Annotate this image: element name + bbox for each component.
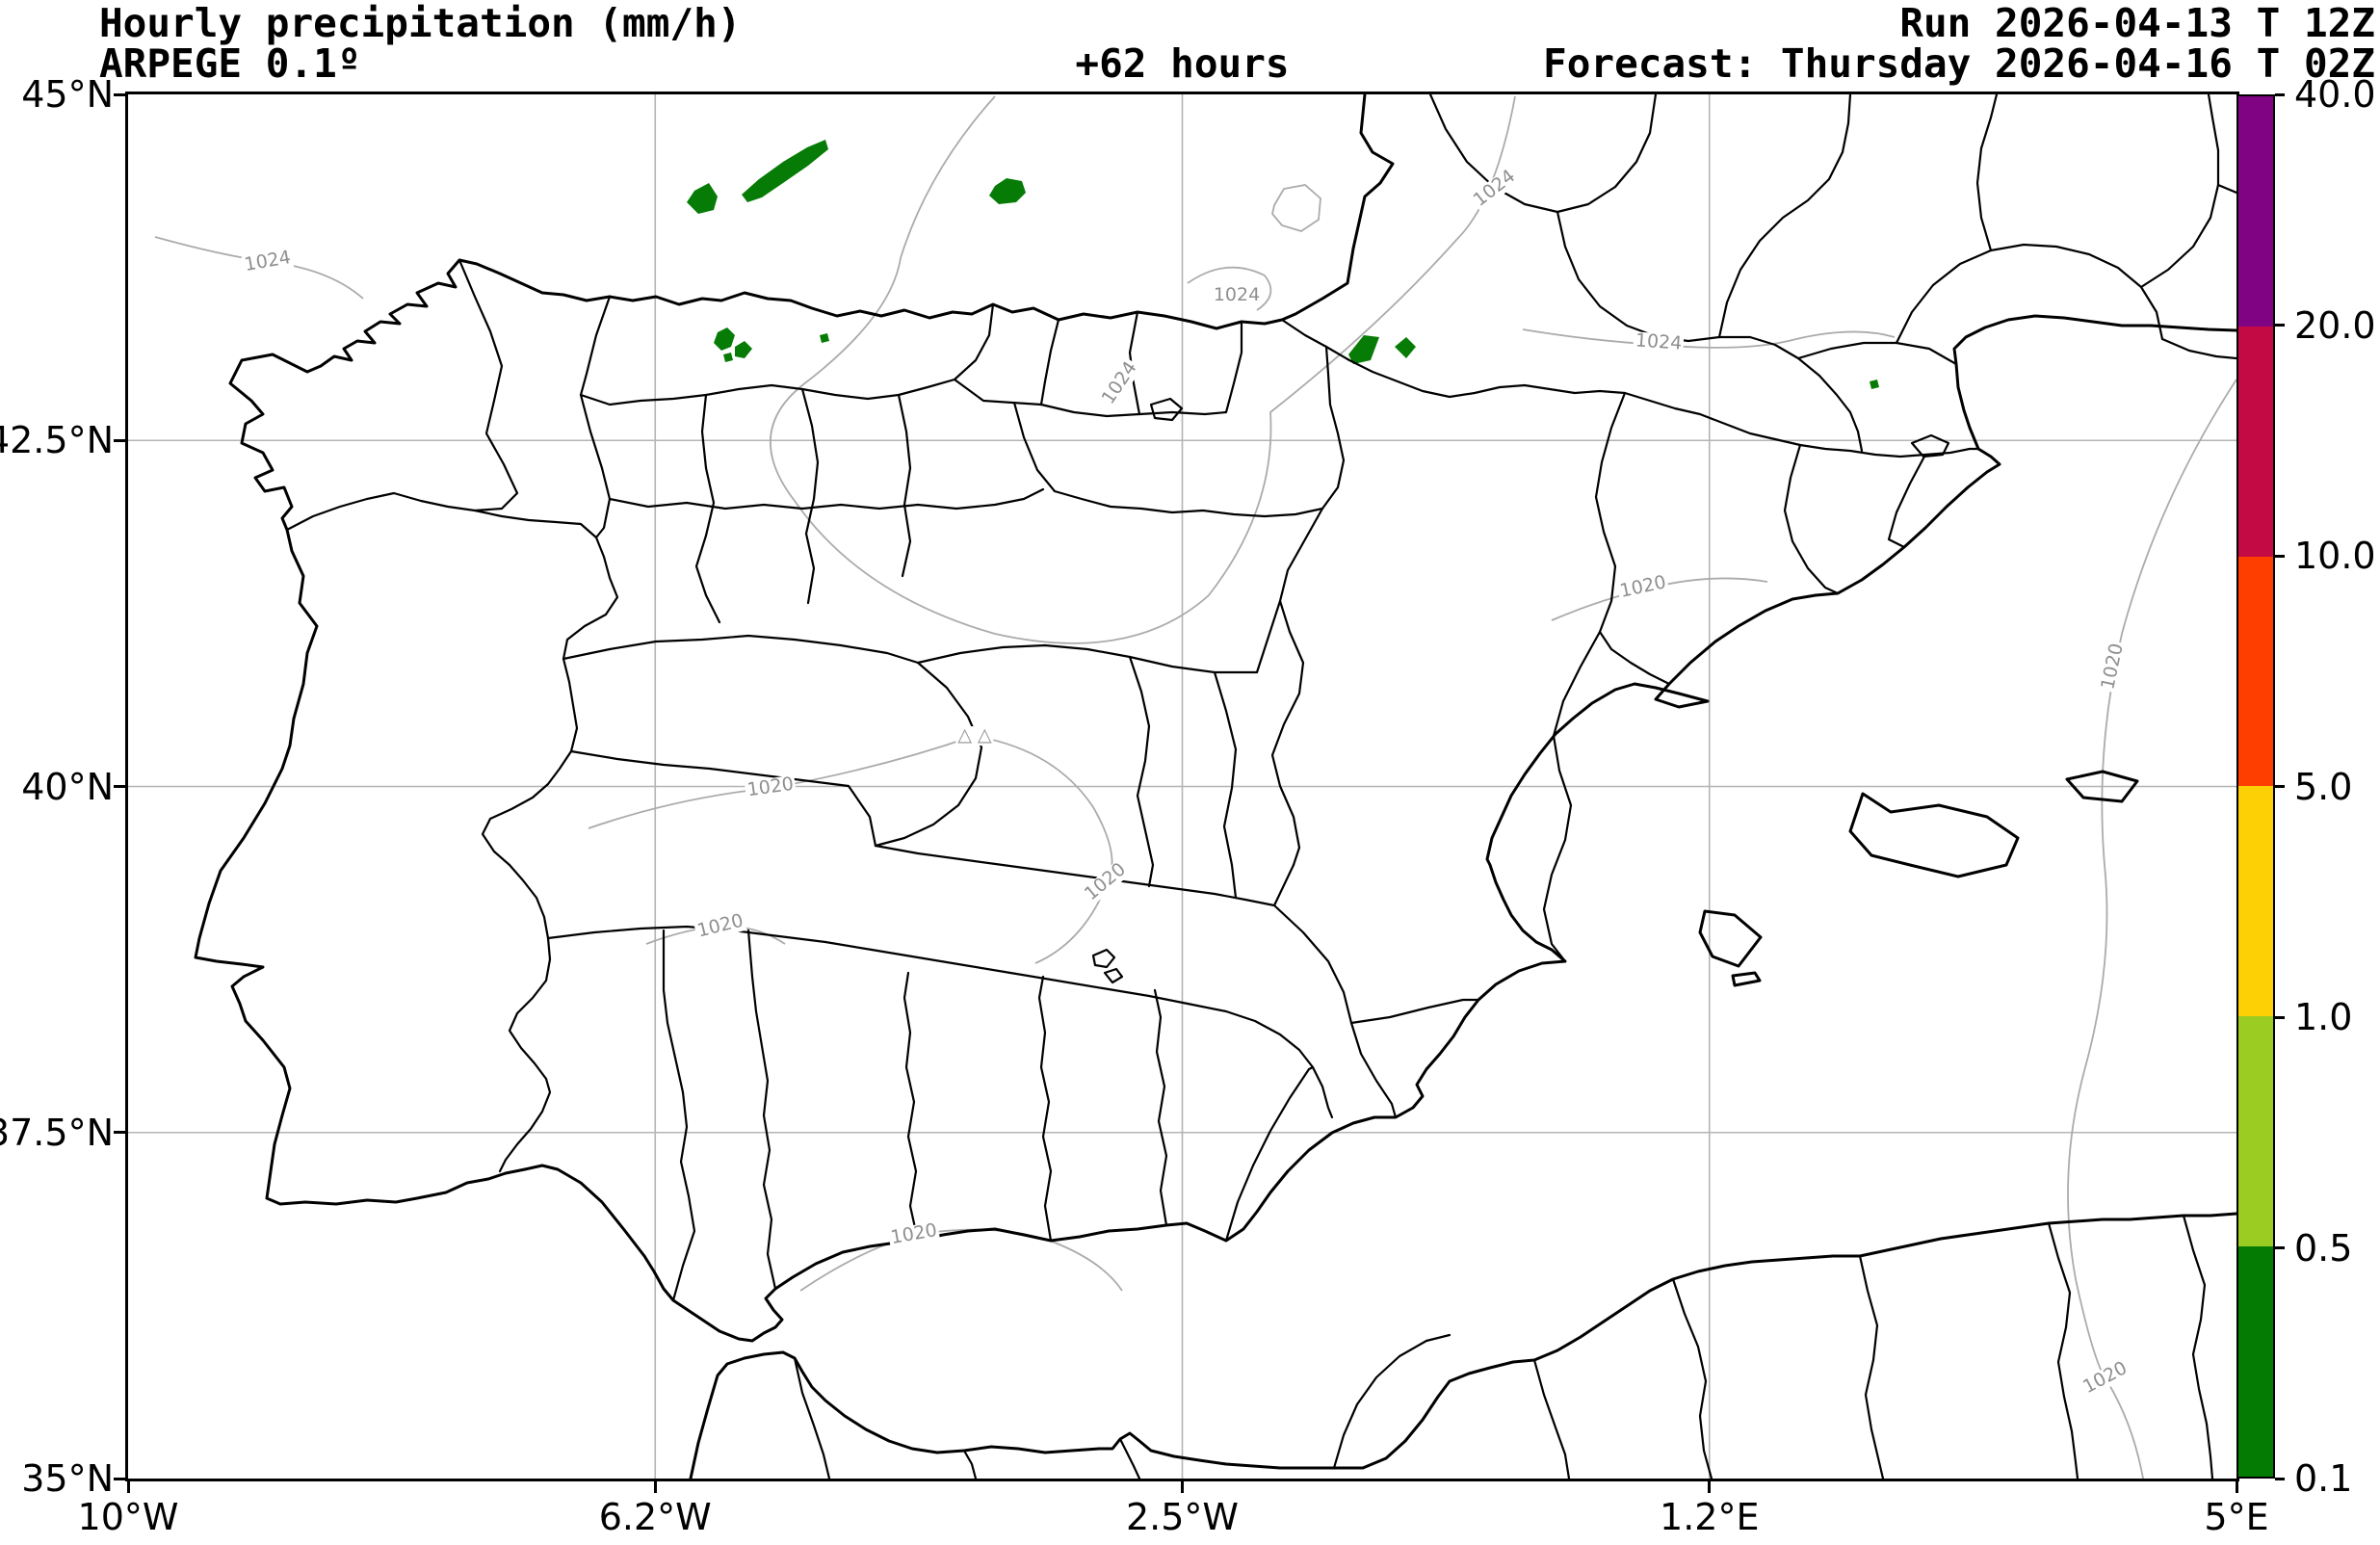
precipitation-patch: [714, 327, 735, 351]
y-axis-tick-label: 35°N: [21, 1457, 114, 1500]
colorbar-segment: [2238, 96, 2273, 327]
colorbar: [2236, 94, 2275, 1479]
precipitation-patch: [742, 140, 828, 202]
precipitation-patch: [1395, 337, 1416, 358]
x-axis-tick: [1181, 1481, 1184, 1493]
colorbar-segment: [2238, 556, 2273, 787]
colorbar-segment: [2238, 326, 2273, 557]
lead-time-label: +62 hours: [1075, 40, 1290, 87]
colorbar-segment: [2238, 1016, 2273, 1247]
isobar-contours: [154, 95, 2236, 1479]
colorbar-tick-label: 0.1: [2294, 1457, 2353, 1500]
colorbar-tick-label: 1.0: [2294, 996, 2353, 1038]
y-axis-tick: [114, 1477, 125, 1480]
precipitation-patch: [723, 353, 733, 362]
y-axis-tick: [114, 785, 125, 788]
colorbar-tick-label: 10.0: [2294, 535, 2376, 577]
x-axis-tick: [2235, 1481, 2238, 1493]
x-axis-tick: [126, 1481, 130, 1493]
colorbar-tick: [2275, 1246, 2285, 1249]
precipitation-patches: [687, 140, 1879, 389]
y-axis-tick-label: 37.5°N: [0, 1111, 114, 1154]
colorbar-tick: [2275, 92, 2285, 96]
isobar-label: 1024: [1211, 284, 1263, 306]
precipitation-patch: [1348, 335, 1379, 364]
coastlines: [194, 94, 2236, 1479]
colorbar-tick-label: 5.0: [2294, 765, 2353, 808]
y-axis-tick: [114, 438, 125, 442]
precipitation-patch: [989, 178, 1026, 204]
page-title: Hourly precipitation (mm/h): [99, 0, 742, 46]
colorbar-segment: [2238, 1246, 2273, 1477]
model-subtitle: ARPEGE 0.1º: [99, 40, 361, 87]
isobar-label: △ △: [955, 724, 994, 746]
graticule: [128, 94, 2236, 1479]
x-axis-tick-label: 5°E: [2204, 1496, 2269, 1538]
precipitation-patch: [1870, 380, 1879, 389]
y-axis-tick-label: 42.5°N: [0, 419, 114, 462]
colorbar-tick: [2275, 1477, 2285, 1480]
precipitation-map: [128, 94, 2236, 1479]
colorbar-tick: [2275, 324, 2285, 327]
colorbar-tick: [2275, 1015, 2285, 1019]
colorbar-tick: [2275, 554, 2285, 558]
isobar-label: 1024: [1633, 329, 1685, 354]
run-label: Run 2026-04-13 T 12Z: [1899, 0, 2375, 46]
precipitation-patch: [687, 183, 718, 214]
x-axis-tick-label: 1.2°E: [1660, 1496, 1760, 1538]
precipitation-patch: [735, 341, 752, 358]
x-axis-tick-label: 6.2°W: [598, 1496, 712, 1538]
y-axis-tick-label: 40°N: [21, 765, 114, 808]
x-axis-tick-label: 2.5°W: [1125, 1496, 1240, 1538]
precipitation-patch: [820, 333, 829, 343]
y-axis-tick-label: 45°N: [21, 73, 114, 116]
x-axis-tick-label: 10°W: [77, 1496, 179, 1538]
forecast-label: Forecast: Thursday 2026-04-16 T 02Z: [1543, 40, 2375, 87]
y-axis-tick: [114, 1131, 125, 1135]
colorbar-tick-label: 40.0: [2294, 73, 2376, 116]
colorbar-tick: [2275, 785, 2285, 788]
admin-boundaries: [285, 94, 2236, 1479]
x-axis-tick: [653, 1481, 657, 1493]
colorbar-tick-label: 20.0: [2294, 303, 2376, 347]
x-axis-tick: [1708, 1481, 1712, 1493]
colorbar-segment: [2238, 786, 2273, 1017]
y-axis-tick: [114, 92, 125, 96]
colorbar-tick-label: 0.5: [2294, 1226, 2353, 1270]
